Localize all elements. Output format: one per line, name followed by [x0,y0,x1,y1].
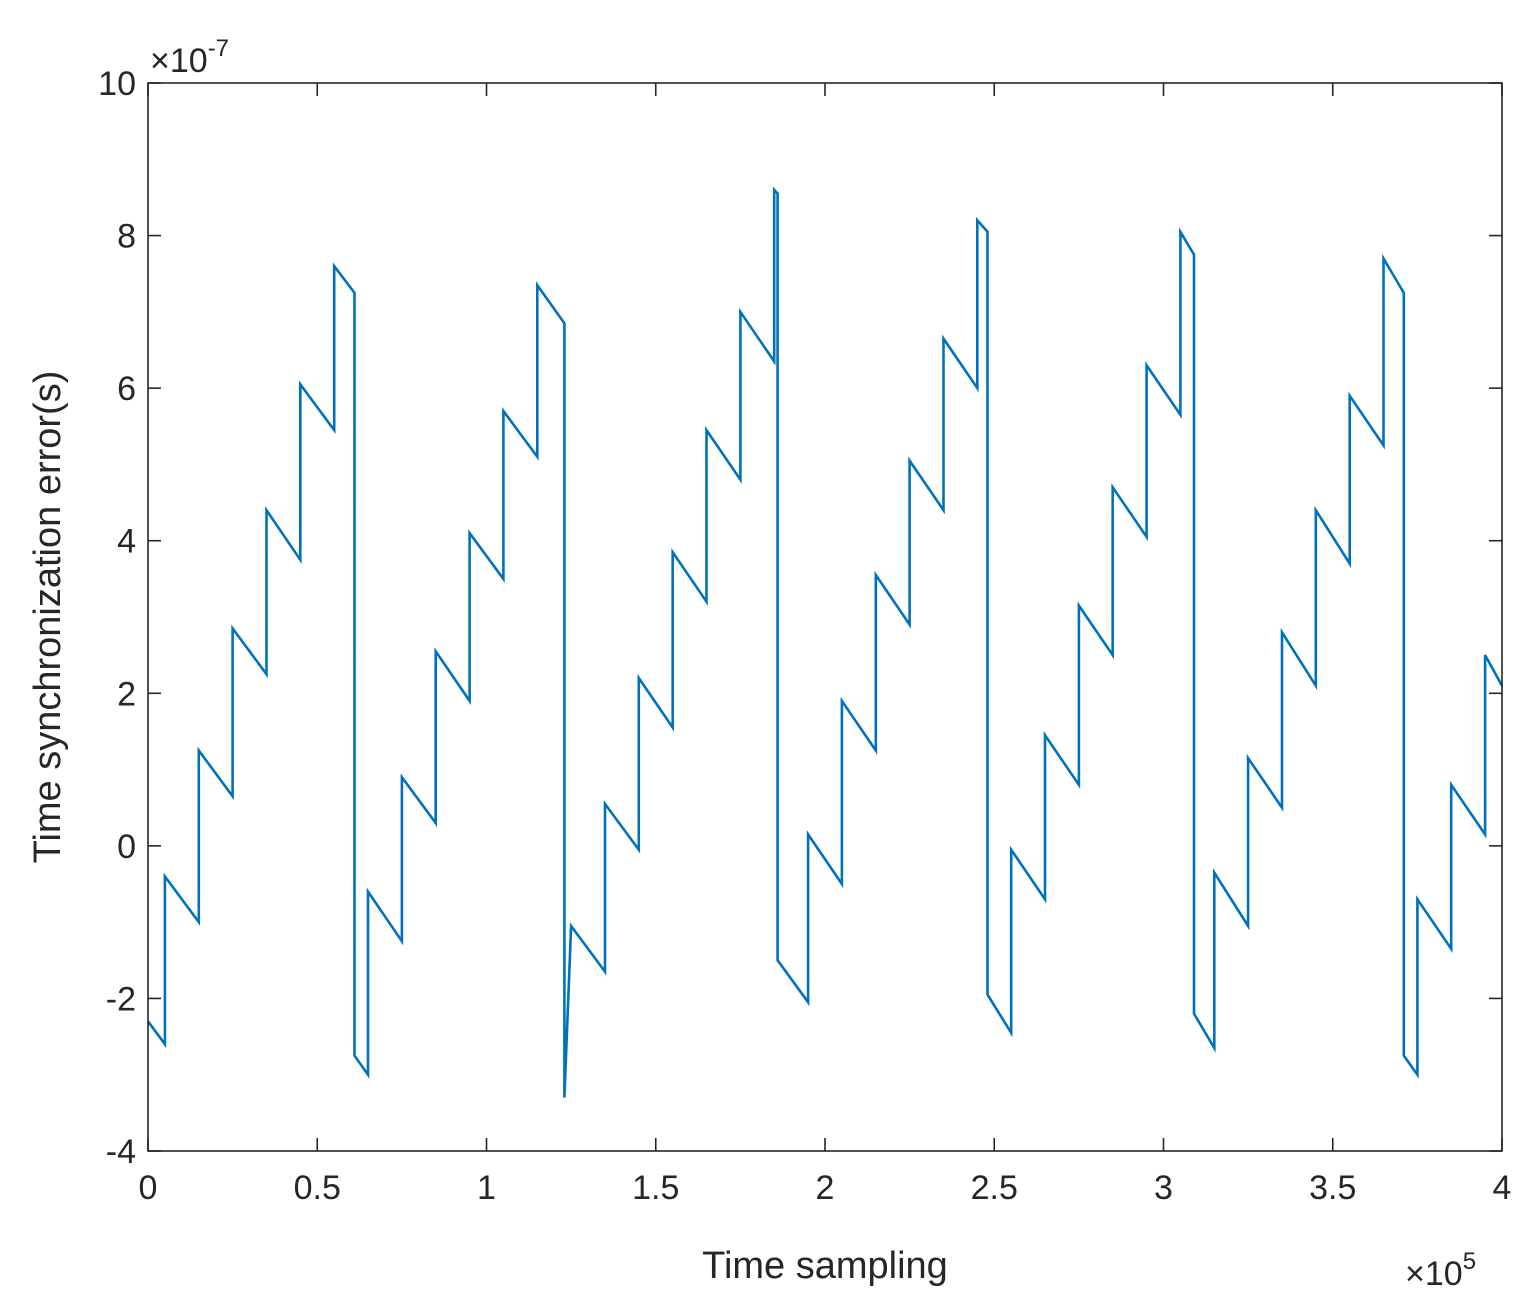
x-tick-labels: 0 0.5 1 1.5 2 2.5 3 3.5 4 [139,1169,1512,1207]
x-multiplier: ×10 [1405,1255,1463,1293]
x-exponent-label: ×105 [1405,1248,1476,1293]
y-tick-label: 10 [98,65,136,103]
x-tick-label: 1 [477,1169,496,1207]
y-tick-label: 0 [117,828,136,866]
y-exponent-label: ×10-7 [150,35,229,80]
y-tick-labels: -4 -2 0 2 4 6 8 10 [98,65,136,1171]
x-tick-label: 4 [1493,1169,1512,1207]
x-exponent: 5 [1463,1248,1476,1275]
y-exponent: -7 [208,35,229,62]
x-tick-label: 0 [139,1169,158,1207]
plot-area [148,83,1502,1151]
x-tick-label: 3.5 [1309,1169,1356,1207]
y-tick-label: -4 [106,1133,136,1171]
x-axis-label: Time sampling [702,1245,948,1287]
x-tick-label: 2 [816,1169,835,1207]
x-tick-label: 1.5 [632,1169,679,1207]
y-tick-label: -2 [106,980,136,1018]
y-axis-label: Time synchronization error(s) [27,371,69,864]
x-tick-label: 0.5 [294,1169,341,1207]
y-tick-label: 2 [117,675,136,713]
x-tick-label: 2.5 [971,1169,1018,1207]
y-tick-label: 8 [117,218,136,256]
y-tick-label: 6 [117,370,136,408]
series-line [146,186,1504,1098]
x-tick-label: 3 [1154,1169,1173,1207]
y-tick-label: 4 [117,523,136,561]
plot-frame [147,82,1503,1152]
y-multiplier: ×10 [150,42,208,80]
